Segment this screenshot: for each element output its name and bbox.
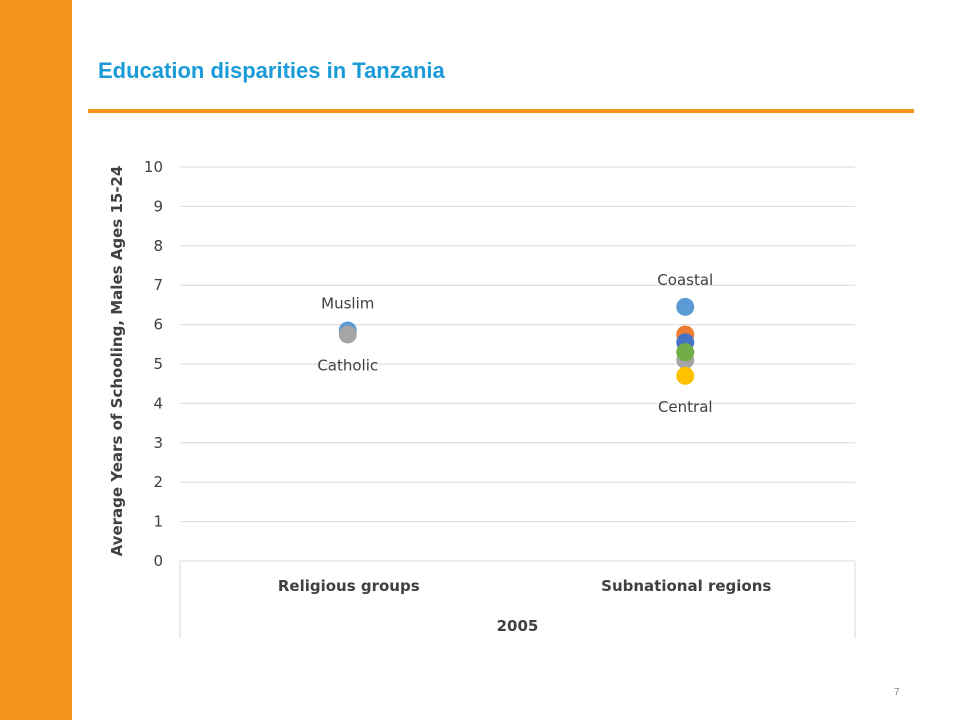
y-tick-label: 4: [153, 394, 163, 412]
y-tick-label: 7: [153, 276, 163, 294]
y-tick-label: 3: [153, 434, 163, 452]
page-number: 7: [894, 687, 900, 698]
y-tick-label: 1: [153, 513, 163, 531]
y-axis-ticks: 0 1 2 3 4 5 6 7 8 9 10: [144, 158, 163, 570]
data-label: Coastal: [657, 271, 713, 289]
y-tick-label: 0: [153, 552, 163, 570]
y-tick-label: 2: [153, 473, 163, 491]
y-tick-label: 8: [153, 237, 163, 255]
y-tick-label: 5: [153, 355, 163, 373]
y-axis-label: Average Years of Schooling, Males Ages 1…: [108, 166, 126, 557]
category-table: Religious groups Subnational regions 2005: [179, 560, 856, 638]
point-labels: Muslim Catholic Coastal Central: [317, 271, 713, 416]
data-point: [676, 366, 695, 385]
category-label: Subnational regions: [601, 577, 771, 595]
gridlines: [180, 166, 855, 523]
data-label: Muslim: [321, 295, 374, 313]
category-label: Religious groups: [278, 577, 420, 595]
data-point: [676, 297, 695, 316]
data-points: [338, 297, 695, 385]
orange-side-bar: [0, 0, 72, 720]
y-tick-label: 6: [153, 316, 163, 334]
data-point: [676, 343, 695, 362]
title-underline: [88, 109, 914, 113]
y-tick-label: 10: [144, 158, 163, 176]
data-label: Central: [658, 398, 713, 416]
data-point: [338, 325, 357, 344]
data-label: Catholic: [317, 356, 378, 374]
y-tick-label: 9: [153, 197, 163, 215]
slide-title: Education disparities in Tanzania: [98, 58, 445, 83]
group-label: 2005: [497, 617, 539, 635]
